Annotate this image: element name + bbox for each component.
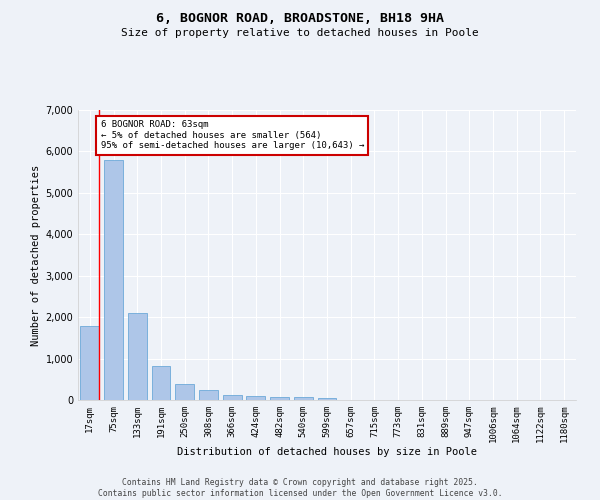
Text: Contains HM Land Registry data © Crown copyright and database right 2025.
Contai: Contains HM Land Registry data © Crown c… [98,478,502,498]
Bar [223,395,242,400]
Text: Size of property relative to detached houses in Poole: Size of property relative to detached ho… [121,28,479,38]
Text: 6 BOGNOR ROAD: 63sqm
← 5% of detached houses are smaller (564)
95% of semi-detac: 6 BOGNOR ROAD: 63sqm ← 5% of detached ho… [101,120,364,150]
Text: 6, BOGNOR ROAD, BROADSTONE, BH18 9HA: 6, BOGNOR ROAD, BROADSTONE, BH18 9HA [156,12,444,26]
Bar [294,397,313,400]
Bar [270,396,289,400]
Bar [128,313,147,400]
Bar [152,366,170,400]
Bar [317,398,337,400]
Bar [80,326,100,400]
Bar [199,390,218,400]
Bar [104,160,123,400]
X-axis label: Distribution of detached houses by size in Poole: Distribution of detached houses by size … [177,446,477,456]
Bar [175,384,194,400]
Bar [247,396,265,400]
Y-axis label: Number of detached properties: Number of detached properties [31,164,41,346]
